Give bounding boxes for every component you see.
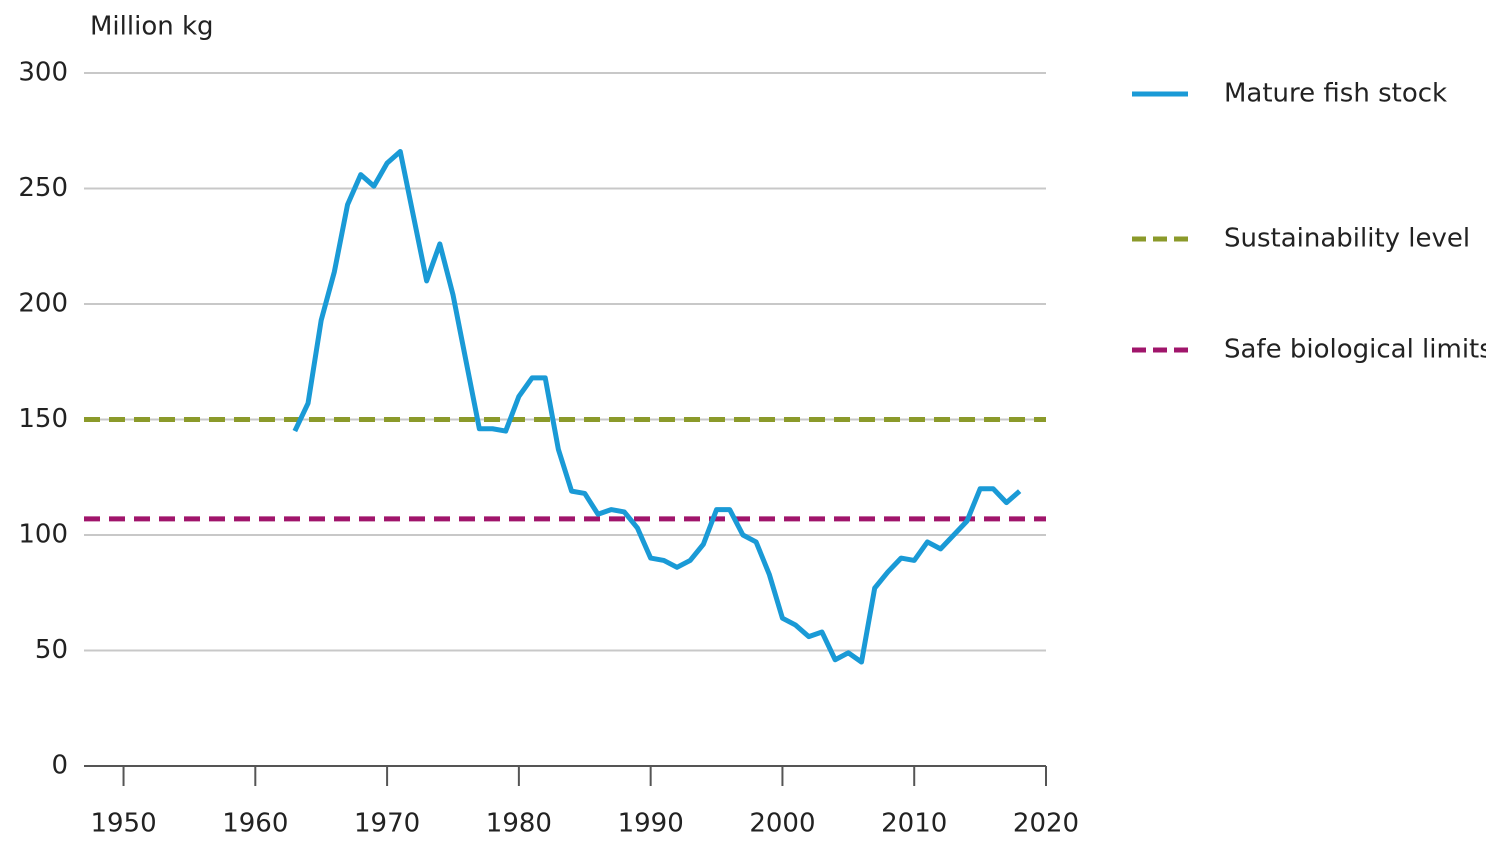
y-tick-label: 0 (51, 751, 68, 781)
x-tick-label: 1970 (354, 809, 420, 839)
x-tick-label: 1960 (222, 809, 288, 839)
x-tick-label: 2020 (1013, 809, 1079, 839)
y-tick-label: 100 (18, 520, 68, 550)
x-tick-label: 2000 (749, 809, 815, 839)
y-tick-label: 150 (18, 404, 68, 434)
y-tick-label: 50 (35, 635, 68, 665)
x-tick-label: 1950 (90, 809, 156, 839)
y-tick-label: 250 (18, 173, 68, 203)
x-tick-label: 1990 (618, 809, 684, 839)
legend-label: Safe biological limits (1224, 335, 1486, 365)
legend-label: Sustainability level (1224, 224, 1470, 254)
y-axis-label: Million kg (90, 12, 214, 42)
y-tick-label: 200 (18, 289, 68, 319)
data-line (292, 149, 1022, 665)
legend-label: Mature fish stock (1224, 79, 1447, 109)
x-tick-label: 1980 (486, 809, 552, 839)
y-tick-label: 300 (18, 58, 68, 88)
x-tick-label: 2010 (881, 809, 947, 839)
